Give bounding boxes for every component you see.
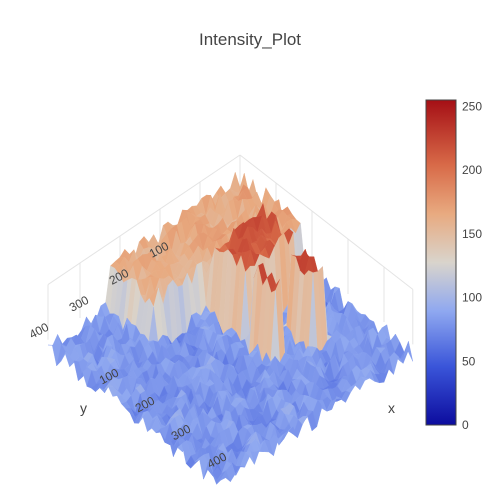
- colorbar-tick-label: 0: [462, 418, 469, 432]
- colorbar-gradient: [425, 99, 457, 426]
- surface-cell: [216, 477, 226, 485]
- colorbar-tick-label: 150: [462, 227, 482, 241]
- colorbar-tick-label: 100: [462, 291, 482, 305]
- colorbar: 0 50 100 150 200 250: [425, 99, 482, 432]
- surface-mesh: [47, 172, 413, 485]
- chart-title: Intensity_Plot: [198, 30, 302, 49]
- colorbar-tick-label: 50: [462, 354, 476, 368]
- colorbar-tick-label: 200: [462, 163, 482, 177]
- y-tick-label: 300: [67, 293, 92, 315]
- x-axis-title: x: [388, 400, 395, 416]
- colorbar-ticks: 0 50 100 150 200 250: [462, 99, 482, 432]
- colorbar-tick-label: 250: [462, 99, 482, 113]
- y-axis-title: y: [80, 400, 87, 416]
